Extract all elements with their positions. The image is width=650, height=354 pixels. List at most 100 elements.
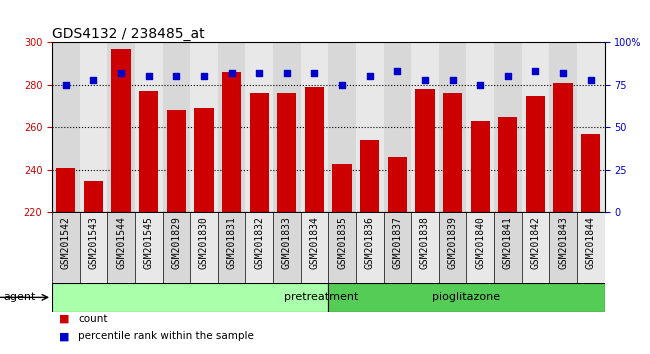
- Bar: [521, 212, 549, 283]
- Point: [281, 70, 292, 76]
- Bar: [190, 42, 218, 212]
- Bar: [139, 91, 159, 212]
- Bar: [111, 49, 131, 212]
- Bar: [467, 42, 494, 212]
- Point: [392, 69, 402, 74]
- Bar: [79, 212, 107, 283]
- Point: [60, 82, 71, 88]
- Text: GSM201844: GSM201844: [586, 216, 595, 269]
- Text: GSM201834: GSM201834: [309, 216, 319, 269]
- Text: GSM201832: GSM201832: [254, 216, 264, 269]
- Point: [309, 70, 320, 76]
- Text: GSM201544: GSM201544: [116, 216, 126, 269]
- Bar: [356, 42, 384, 212]
- Text: GSM201840: GSM201840: [475, 216, 485, 269]
- Bar: [52, 212, 79, 283]
- Bar: [246, 212, 273, 283]
- Bar: [166, 110, 186, 212]
- Text: GSM201833: GSM201833: [282, 216, 292, 269]
- Bar: [494, 212, 521, 283]
- Bar: [384, 212, 411, 283]
- Point: [226, 70, 237, 76]
- Bar: [52, 283, 328, 312]
- Point: [337, 82, 347, 88]
- Bar: [273, 212, 300, 283]
- Text: count: count: [78, 314, 107, 324]
- Point: [447, 77, 458, 83]
- Bar: [553, 83, 573, 212]
- Point: [365, 74, 375, 79]
- Bar: [135, 212, 162, 283]
- Point: [116, 70, 126, 76]
- Bar: [387, 157, 407, 212]
- Bar: [84, 181, 103, 212]
- Text: pioglitazone: pioglitazone: [432, 292, 500, 302]
- Bar: [384, 42, 411, 212]
- Point: [475, 82, 486, 88]
- Text: GSM201830: GSM201830: [199, 216, 209, 269]
- Bar: [581, 134, 601, 212]
- Bar: [526, 96, 545, 212]
- Bar: [577, 212, 605, 283]
- Bar: [56, 168, 75, 212]
- Text: GSM201843: GSM201843: [558, 216, 568, 269]
- Bar: [246, 42, 273, 212]
- Point: [420, 77, 430, 83]
- Text: GDS4132 / 238485_at: GDS4132 / 238485_at: [52, 28, 205, 41]
- Text: GSM201829: GSM201829: [172, 216, 181, 269]
- Bar: [250, 93, 269, 212]
- Point: [530, 69, 541, 74]
- Text: GSM201542: GSM201542: [61, 216, 71, 269]
- Point: [254, 70, 265, 76]
- Bar: [328, 42, 356, 212]
- Point: [199, 74, 209, 79]
- Bar: [332, 164, 352, 212]
- Text: GSM201837: GSM201837: [393, 216, 402, 269]
- Bar: [305, 87, 324, 212]
- Text: ■: ■: [58, 331, 69, 341]
- Text: GSM201835: GSM201835: [337, 216, 347, 269]
- Text: ■: ■: [58, 314, 69, 324]
- Bar: [328, 212, 356, 283]
- Point: [586, 77, 596, 83]
- Bar: [411, 42, 439, 212]
- Point: [171, 74, 181, 79]
- Bar: [52, 42, 79, 212]
- Bar: [218, 42, 246, 212]
- Text: agent: agent: [3, 292, 36, 302]
- Bar: [443, 93, 462, 212]
- Bar: [79, 42, 107, 212]
- Point: [558, 70, 568, 76]
- Bar: [194, 108, 214, 212]
- Text: GSM201545: GSM201545: [144, 216, 153, 269]
- Bar: [360, 140, 380, 212]
- Text: GSM201831: GSM201831: [227, 216, 237, 269]
- Bar: [222, 72, 241, 212]
- Bar: [415, 89, 435, 212]
- Point: [144, 74, 154, 79]
- Bar: [521, 42, 549, 212]
- Text: pretreatment: pretreatment: [284, 292, 359, 302]
- Text: GSM201543: GSM201543: [88, 216, 98, 269]
- Bar: [577, 42, 605, 212]
- Bar: [135, 42, 162, 212]
- Bar: [439, 42, 467, 212]
- Bar: [356, 212, 384, 283]
- Bar: [162, 212, 190, 283]
- Text: GSM201836: GSM201836: [365, 216, 374, 269]
- Bar: [549, 212, 577, 283]
- Point: [502, 74, 513, 79]
- Bar: [498, 117, 517, 212]
- Bar: [494, 42, 521, 212]
- Bar: [328, 283, 604, 312]
- Bar: [162, 42, 190, 212]
- Bar: [439, 212, 467, 283]
- Text: GSM201841: GSM201841: [503, 216, 513, 269]
- Bar: [107, 212, 135, 283]
- Text: percentile rank within the sample: percentile rank within the sample: [78, 331, 254, 341]
- Bar: [549, 42, 577, 212]
- Bar: [467, 212, 494, 283]
- Point: [88, 77, 99, 83]
- Bar: [218, 212, 246, 283]
- Bar: [300, 42, 328, 212]
